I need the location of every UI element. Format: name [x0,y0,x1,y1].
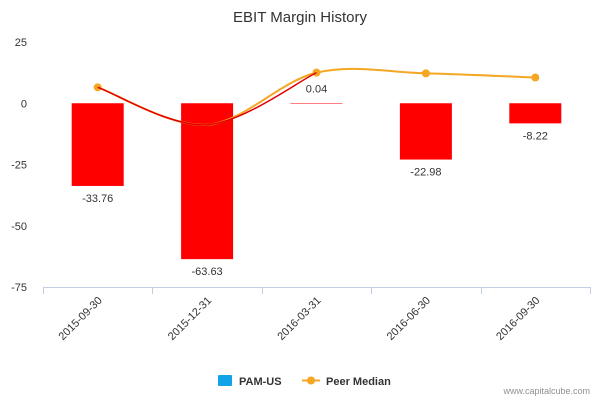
bars-series [71,103,562,260]
legend-label-pam-us[interactable]: PAM-US [239,376,282,388]
data-label-2015-12-31: -63.63 [191,266,222,278]
peer-median-point-2016-03-31[interactable] [312,68,321,77]
peer-median-point-2016-06-30[interactable] [421,69,430,78]
legend-swatch-pam-us[interactable] [218,375,232,386]
x-tick-label: 2016-06-30 [385,295,433,343]
chart-title: EBIT Margin History [233,9,367,26]
peer-median-point-2016-09-30[interactable] [531,73,540,82]
bar-2015-12-31[interactable] [181,103,234,260]
legend-label-peer-median[interactable]: Peer Median [326,376,391,388]
y-tick-label: -75 [11,282,27,294]
trend-line [97,71,317,126]
bar-2015-09-30[interactable] [71,103,124,186]
data-label-2016-03-31: 0.04 [306,83,327,95]
x-axis: 2015-09-30 2015-12-31 2016-03-31 2016-06-30… [43,287,591,343]
data-label-2016-06-30: -22.98 [410,167,441,179]
y-axis: 25 0 -25 -50 -75 [11,37,27,294]
y-tick-label: -25 [11,160,27,172]
data-label-2015-09-30: -33.76 [82,193,113,205]
data-labels: -33.76 -63.63 0.04 -22.98 -8.22 [82,83,548,278]
credit-text[interactable]: www.capitalcube.com [502,386,590,396]
y-tick-label: -50 [11,221,27,233]
x-tick-label: 2016-03-31 [275,295,323,343]
trend-curve [97,71,317,126]
x-tick-label: 2016-09-30 [494,295,542,343]
bar-2016-03-31[interactable] [290,103,343,104]
peer-median-series [93,67,540,126]
bar-2016-06-30[interactable] [399,103,452,160]
x-tick-label: 2015-12-31 [166,295,214,343]
bar-2016-09-30[interactable] [509,103,562,124]
x-tick-label: 2015-09-30 [57,295,105,343]
legend: PAM-US Peer Median [218,375,391,388]
y-tick-label: 0 [21,98,27,110]
y-tick-label: 25 [15,37,27,49]
legend-marker-peer-median[interactable] [307,376,315,385]
data-label-2016-09-30: -8.22 [523,130,548,142]
